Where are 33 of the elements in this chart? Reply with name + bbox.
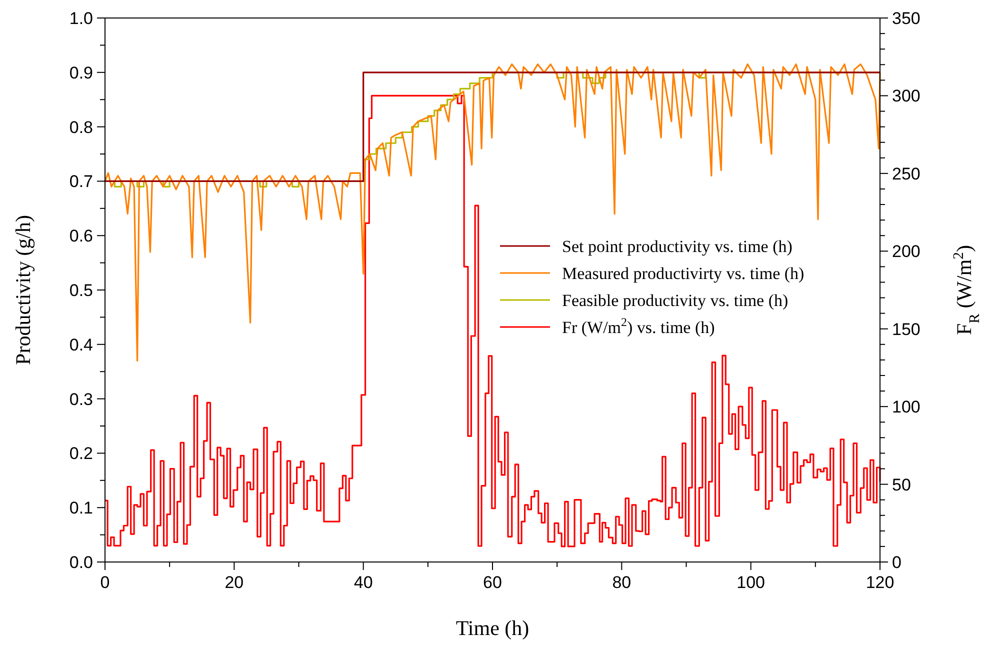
y-tick-label: 0.3 (69, 390, 93, 409)
y-tick-label: 0.0 (69, 553, 93, 572)
y2-tick-label: 250 (892, 164, 920, 184)
y-tick-label: 0.4 (69, 335, 93, 354)
y-tick-label: 0.5 (69, 281, 93, 300)
x-tick-label: 40 (354, 573, 373, 592)
line-series (104, 63, 881, 362)
y2-tick-label: 350 (892, 9, 920, 28)
y-tick-label: 1.0 (69, 9, 93, 28)
x-tick-label: 120 (866, 573, 894, 592)
y-axis-title: Productivity (g/h) (11, 215, 35, 365)
x-tick-label: 0 (100, 573, 110, 592)
y2-tick-label: 50 (892, 475, 911, 494)
legend-label: Measured productivirty vs. time (h) (562, 264, 804, 283)
x-axis-title: Time (h) (456, 616, 530, 640)
x-tick-label: 100 (736, 573, 766, 592)
legend-label: Fr (W/m$^{2}$) vs. time (h) (562, 315, 715, 337)
y2-tick-label: 100 (892, 398, 920, 417)
legend-label: Set point productivity vs. time (h) (562, 237, 792, 256)
y-tick-label: 0.6 (69, 226, 93, 246)
x-tick-label: 80 (612, 573, 632, 592)
y-tick-label: 0.7 (69, 172, 93, 192)
y2-tick-label: 150 (892, 320, 920, 339)
y2-tick-label: 200 (892, 242, 920, 262)
y2-tick-label: 300 (892, 86, 920, 106)
legend-label: Feasible productivity vs. time (h) (562, 291, 788, 310)
y-tick-label: 0.9 (69, 63, 93, 82)
y-tick-label: 0.8 (69, 118, 93, 137)
y-tick-label: 0.2 (69, 444, 93, 464)
y-tick-label: 0.1 (69, 498, 93, 518)
x-tick-label: 20 (224, 573, 244, 592)
x-tick-label: 60 (483, 573, 502, 592)
y2-tick-label: 0 (892, 553, 902, 572)
